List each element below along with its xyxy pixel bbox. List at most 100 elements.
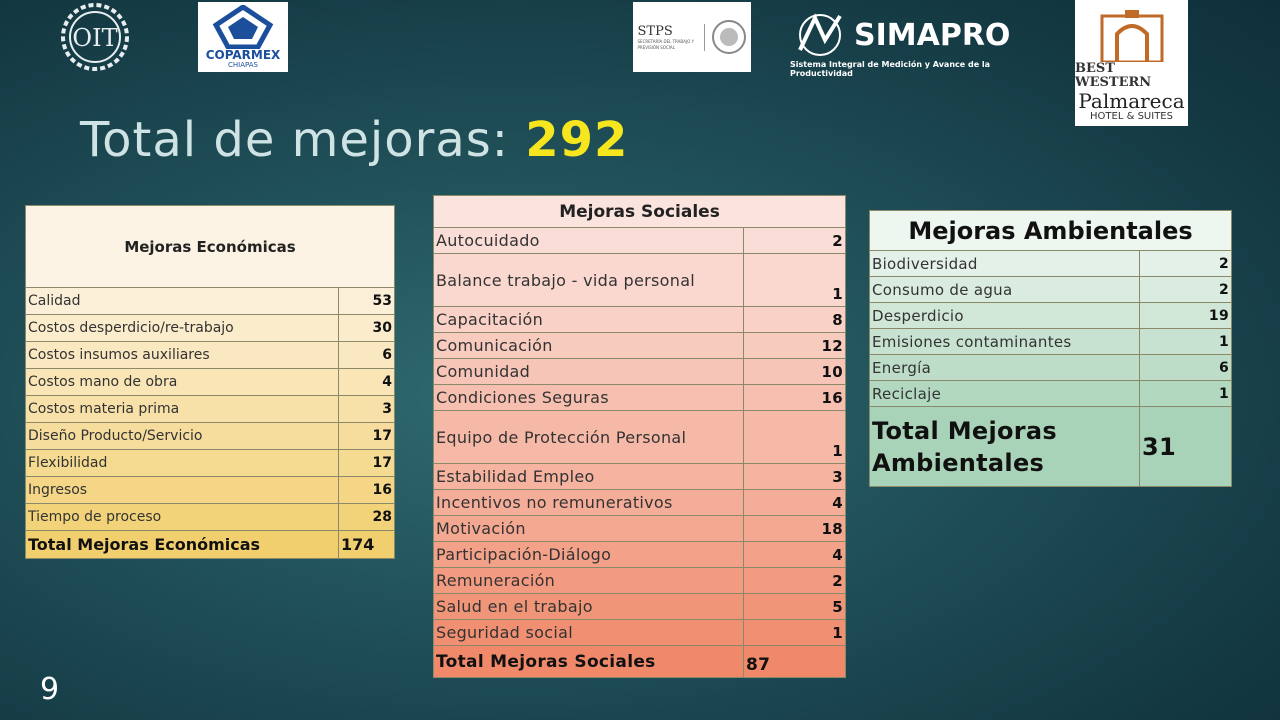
sociales-row-value: 18 bbox=[743, 515, 846, 542]
sociales-total-label: Total Mejoras Sociales bbox=[433, 645, 744, 678]
ambientales-row-value: 1 bbox=[1139, 380, 1232, 407]
sociales-row-label: Motivación bbox=[433, 515, 744, 542]
economicas-row-value: 6 bbox=[338, 341, 395, 369]
bw-line3: HOTEL & SUITES bbox=[1090, 111, 1173, 122]
sociales-total-value: 87 bbox=[743, 645, 846, 678]
svg-text:OIT: OIT bbox=[72, 24, 117, 52]
sociales-row-value: 10 bbox=[743, 358, 846, 385]
ambientales-row-value: 2 bbox=[1139, 276, 1232, 303]
economicas-row-label: Costos desperdicio/re-trabajo bbox=[25, 314, 339, 342]
ambientales-row-label: Biodiversidad bbox=[869, 250, 1140, 277]
sociales-row: Seguridad social 1 bbox=[433, 619, 846, 646]
economicas-row: Costos mano de obra 4 bbox=[25, 368, 395, 396]
sociales-row: Motivación 18 bbox=[433, 515, 846, 542]
page-number: 9 bbox=[40, 672, 60, 707]
sociales-body: Autocuidado 2 Balance trabajo - vida perso… bbox=[433, 227, 846, 678]
sociales-total-row: Total Mejoras Sociales 87 bbox=[433, 645, 846, 678]
ambientales-row-label: Desperdicio bbox=[869, 302, 1140, 329]
economicas-row-label: Diseño Producto/Servicio bbox=[25, 422, 339, 450]
coparmex-logo: COPARMEX CHIAPAS bbox=[198, 2, 288, 72]
economicas-row-label: Costos mano de obra bbox=[25, 368, 339, 396]
economicas-total-label: Total Mejoras Económicas bbox=[25, 530, 339, 559]
hotel-arch-icon bbox=[1100, 10, 1163, 62]
sociales-row-label: Condiciones Seguras bbox=[433, 384, 744, 411]
sociales-row-value: 8 bbox=[743, 306, 846, 333]
ambientales-row-value: 2 bbox=[1139, 250, 1232, 277]
sociales-row-value: 1 bbox=[743, 410, 846, 464]
bw-line2: Palmareca bbox=[1078, 89, 1185, 113]
economicas-row: Tiempo de proceso 28 bbox=[25, 503, 395, 531]
ambientales-row: Consumo de agua 2 bbox=[869, 276, 1232, 303]
title-total-value: 292 bbox=[525, 112, 629, 168]
sociales-row-label: Salud en el trabajo bbox=[433, 593, 744, 620]
coparmex-text: COPARMEX bbox=[205, 48, 281, 62]
sociales-row-value: 16 bbox=[743, 384, 846, 411]
coparmex-mark-icon bbox=[212, 5, 274, 49]
economicas-row-value: 17 bbox=[338, 449, 395, 477]
economicas-row: Costos insumos auxiliares 6 bbox=[25, 341, 395, 369]
sociales-row: Autocuidado 2 bbox=[433, 227, 846, 254]
ambientales-table: Mejoras Ambientales Biodiversidad 2 Consum… bbox=[869, 210, 1232, 487]
ambientales-total-label: Total Mejoras Ambientales bbox=[869, 406, 1140, 487]
sociales-row-value: 2 bbox=[743, 227, 846, 254]
ambientales-header: Mejoras Ambientales bbox=[869, 210, 1232, 251]
oit-logo: OIT bbox=[52, 2, 138, 72]
sociales-row: Comunicación 12 bbox=[433, 332, 846, 359]
sociales-row: Equipo de Protección Personal 1 bbox=[433, 410, 846, 464]
sociales-row-label: Capacitación bbox=[433, 306, 744, 333]
economicas-row-value: 17 bbox=[338, 422, 395, 450]
sociales-row-value: 1 bbox=[743, 619, 846, 646]
economicas-row-value: 28 bbox=[338, 503, 395, 531]
economicas-total-value: 174 bbox=[338, 530, 395, 559]
sociales-row-value: 4 bbox=[743, 489, 846, 516]
stps-sub: SECRETARÍA DEL TRABAJO Y PREVISIÓN SOCIA… bbox=[637, 38, 694, 50]
coparmex-sub: CHIAPAS bbox=[227, 61, 258, 69]
sociales-row-value: 12 bbox=[743, 332, 846, 359]
ambientales-total-value: 31 bbox=[1139, 406, 1232, 487]
sociales-row: Participación-Diálogo 4 bbox=[433, 541, 846, 568]
economicas-row-value: 30 bbox=[338, 314, 395, 342]
sociales-row: Salud en el trabajo 5 bbox=[433, 593, 846, 620]
stps-logo: STPS SECRETARÍA DEL TRABAJO Y PREVISIÓN … bbox=[633, 2, 751, 72]
page-title: Total de mejoras: 292 bbox=[80, 112, 628, 168]
sociales-row: Balance trabajo - vida personal 1 bbox=[433, 253, 846, 307]
sociales-row: Capacitación 8 bbox=[433, 306, 846, 333]
simapro-sub: Sistema Integral de Medición y Avance de… bbox=[790, 60, 991, 78]
ambientales-row-value: 1 bbox=[1139, 328, 1232, 355]
ambientales-row-value: 19 bbox=[1139, 302, 1232, 329]
economicas-row: Calidad 53 bbox=[25, 287, 395, 315]
economicas-row-label: Tiempo de proceso bbox=[25, 503, 339, 531]
economicas-row-label: Calidad bbox=[25, 287, 339, 315]
sociales-row: Comunidad 10 bbox=[433, 358, 846, 385]
sociales-row-value: 5 bbox=[743, 593, 846, 620]
sociales-row: Remuneración 2 bbox=[433, 567, 846, 594]
ambientales-row-value: 6 bbox=[1139, 354, 1232, 381]
sociales-row-label: Incentivos no remunerativos bbox=[433, 489, 744, 516]
economicas-row: Costos desperdicio/re-trabajo 30 bbox=[25, 314, 395, 342]
title-text: Total de mejoras: bbox=[80, 112, 526, 168]
sociales-row: Condiciones Seguras 16 bbox=[433, 384, 846, 411]
economicas-row-label: Costos insumos auxiliares bbox=[25, 341, 339, 369]
sociales-row-label: Comunidad bbox=[433, 358, 744, 385]
ambientales-row-label: Consumo de agua bbox=[869, 276, 1140, 303]
ambientales-row: Biodiversidad 2 bbox=[869, 250, 1232, 277]
economicas-row: Ingresos 16 bbox=[25, 476, 395, 504]
ambientales-total-row: Total Mejoras Ambientales 31 bbox=[869, 406, 1232, 487]
ambientales-row: Desperdicio 19 bbox=[869, 302, 1232, 329]
ambientales-row-label: Reciclaje bbox=[869, 380, 1140, 407]
ambientales-body: Biodiversidad 2 Consumo de agua 2 Desperdici… bbox=[869, 250, 1232, 487]
best-western-logo: BEST WESTERN Palmareca HOTEL & SUITES bbox=[1075, 0, 1188, 126]
simapro-text: SIMAPRO bbox=[854, 17, 1011, 53]
sociales-row: Estabilidad Empleo 3 bbox=[433, 463, 846, 490]
bw-line1: BEST WESTERN bbox=[1075, 61, 1152, 90]
economicas-body: Calidad 53 Costos desperdicio/re-trabajo 30… bbox=[25, 287, 395, 559]
economicas-row-label: Ingresos bbox=[25, 476, 339, 504]
economicas-row-value: 53 bbox=[338, 287, 395, 315]
sociales-row-value: 1 bbox=[743, 253, 846, 307]
economicas-table: Mejoras Económicas Calidad 53 Costos despe… bbox=[25, 205, 395, 559]
stps-text: STPS bbox=[637, 23, 673, 39]
sociales-row-label: Autocuidado bbox=[433, 227, 744, 254]
ambientales-row: Reciclaje 1 bbox=[869, 380, 1232, 407]
sociales-row-label: Comunicación bbox=[433, 332, 744, 359]
sociales-row-label: Equipo de Protección Personal bbox=[433, 410, 744, 464]
